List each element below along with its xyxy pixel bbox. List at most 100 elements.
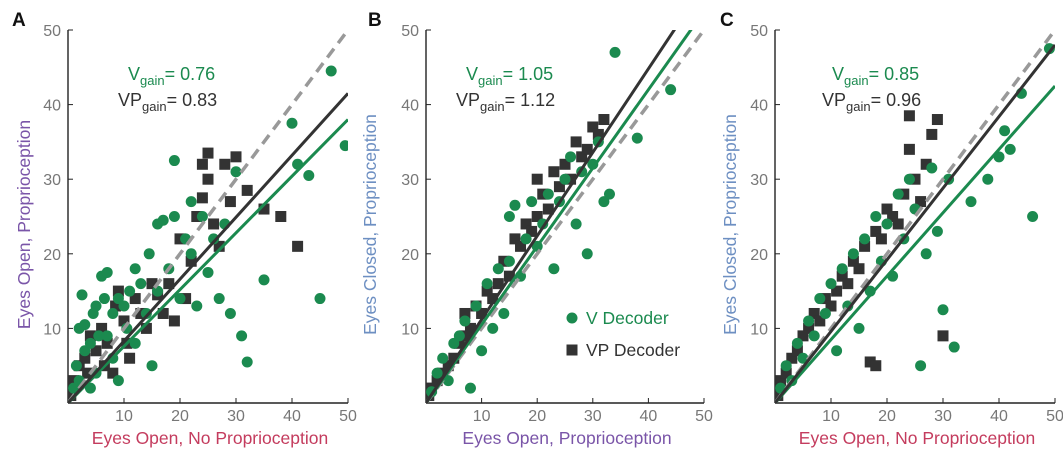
v-decoder-fit-line (68, 118, 348, 403)
v-decoder-point (892, 188, 904, 200)
vp-decoder-point (202, 173, 214, 185)
v-decoder-point (853, 322, 865, 334)
v-decoder-point (825, 278, 837, 290)
v-decoder-point (191, 300, 203, 312)
v-decoder-point (76, 289, 88, 301)
vp-decoder-point (531, 173, 543, 185)
v-decoder-point (903, 173, 915, 185)
v-decoder-point (101, 266, 113, 278)
v-decoder-point (146, 360, 158, 372)
y-tick-label: 50 (43, 23, 61, 40)
vp-decoder-point (129, 293, 141, 305)
vp-decoder-point (219, 158, 231, 170)
vp-decoder-point (853, 263, 865, 275)
vp-decoder-point (592, 128, 604, 140)
vp-decoder-point (107, 367, 119, 379)
v-decoder-point (808, 330, 820, 342)
v-decoder-point (140, 307, 152, 319)
v-decoder-point (548, 263, 560, 275)
v-decoder-point (999, 125, 1011, 137)
legend-v-marker (566, 312, 578, 324)
vp-decoder-point (920, 158, 932, 170)
vp-decoder-point (464, 322, 476, 334)
vp-decoder-point (174, 233, 186, 245)
v-decoder-point (236, 330, 248, 342)
vp-decoder-point (931, 114, 943, 126)
plot-area (68, 30, 348, 403)
y-tick-label: 10 (750, 321, 768, 338)
v-decoder-point (587, 158, 599, 170)
vp-decoder-point (208, 218, 220, 230)
vp-decoder-point (797, 330, 809, 342)
v-decoder-point (84, 382, 96, 394)
vp-decoder-point (196, 158, 208, 170)
v-decoder-point (965, 196, 977, 208)
y-axis-label: Eyes Closed, Proprioception (360, 114, 380, 335)
vp-decoder-point (808, 307, 820, 319)
x-tick-label: 10 (473, 408, 491, 425)
vp-decoder-point (926, 128, 938, 140)
v-decoder-point (665, 84, 677, 96)
vp-decoder-point (185, 255, 197, 267)
x-tick-label: 50 (339, 408, 357, 425)
y-axis-label: Eyes Open, Proprioception (14, 120, 34, 329)
v-decoder-point (168, 211, 180, 222)
v-decoder-point (831, 345, 843, 357)
v-decoder-point (791, 337, 803, 349)
x-tick-label: 40 (640, 408, 658, 425)
legend-vp-label: VP Decoder (586, 340, 680, 360)
v-decoder-point (325, 65, 337, 77)
v-decoder-point (129, 337, 141, 349)
panel-letter: B (368, 10, 382, 31)
v-decoder-point (481, 278, 493, 290)
v-decoder-point (230, 166, 242, 178)
y-tick-label: 50 (401, 23, 419, 40)
vp-decoder-point (780, 367, 792, 379)
v-decoder-point (476, 345, 488, 357)
vp-decoder-point (526, 225, 538, 237)
x-tick-label: 30 (934, 408, 952, 425)
vp-decoder-point (898, 188, 910, 200)
vp-decoder-point (437, 367, 449, 379)
v-decoder-point (112, 375, 124, 387)
vp-decoder-point (870, 225, 882, 237)
v-decoder-point (814, 293, 826, 305)
vp-decoder-point (101, 337, 113, 349)
vp-decoder-point (118, 315, 130, 327)
vp-decoder-point (146, 278, 158, 290)
x-tick-label: 50 (1046, 408, 1063, 425)
v-decoder-point (98, 293, 110, 305)
vp-decoder-point (180, 293, 192, 305)
v-decoder-point (498, 307, 510, 319)
x-tick-label: 40 (990, 408, 1008, 425)
vp-decoder-point (887, 211, 899, 222)
vp-decoder-point (459, 307, 471, 319)
vp-decoder-fit-line (775, 43, 1055, 403)
vp-decoder-point (157, 307, 169, 319)
y-tick-label: 20 (401, 247, 419, 264)
vp-decoder-point (881, 203, 893, 215)
y-tick-label: 30 (43, 172, 61, 189)
vp-decoder-point (842, 278, 854, 290)
v-decoder-point (213, 293, 225, 305)
v-decoder-point (303, 169, 315, 181)
x-tick-label: 40 (283, 408, 301, 425)
vp-decoder-point (831, 285, 843, 297)
v-decoder-point (314, 293, 326, 305)
vp-gain-label: VPgain= 0.83 (118, 90, 217, 114)
v-decoder-point (168, 155, 180, 167)
v-decoder-point (1027, 211, 1039, 222)
v-decoder-point (803, 315, 815, 327)
y-axis-label: Eyes Closed, Proprioception (720, 114, 740, 335)
legend-vp-marker (566, 344, 578, 356)
v-decoder-point (797, 352, 809, 364)
v-decoder-point (542, 188, 554, 200)
v-decoder-point (982, 173, 994, 185)
legend: V Decoder VP Decoder (566, 308, 680, 360)
v-decoder-point (931, 225, 943, 237)
vp-decoder-point (163, 278, 175, 290)
vp-decoder-point (68, 375, 80, 387)
identity-line (68, 30, 348, 403)
v-decoder-point (859, 233, 871, 245)
